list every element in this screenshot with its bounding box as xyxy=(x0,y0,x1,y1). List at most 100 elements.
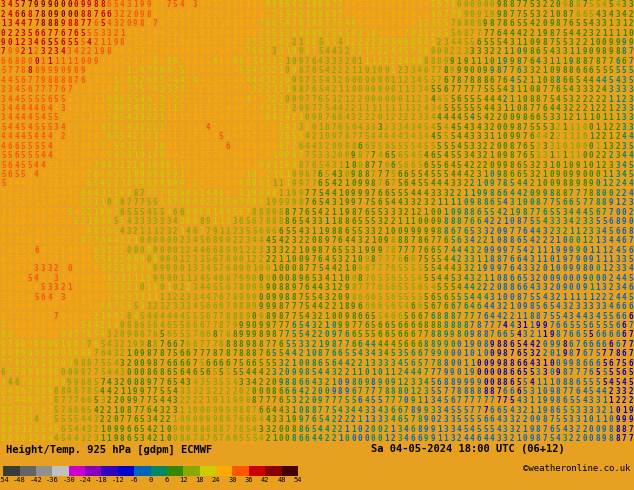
Text: 9: 9 xyxy=(443,330,448,340)
Text: 2: 2 xyxy=(67,227,72,236)
Text: 9: 9 xyxy=(477,189,481,198)
Text: 2: 2 xyxy=(576,434,580,443)
Text: 8: 8 xyxy=(160,349,164,358)
Text: 9: 9 xyxy=(160,48,164,56)
Text: 9: 9 xyxy=(516,114,521,122)
Text: 1: 1 xyxy=(14,38,19,47)
Text: 4: 4 xyxy=(113,151,118,160)
Text: 2: 2 xyxy=(582,104,587,113)
Text: 0: 0 xyxy=(477,359,481,368)
Text: 8: 8 xyxy=(278,283,283,292)
Text: 5: 5 xyxy=(609,312,613,320)
Text: 4: 4 xyxy=(351,236,356,245)
Text: 2: 2 xyxy=(199,85,204,94)
Text: 1: 1 xyxy=(160,123,164,132)
Text: 0: 0 xyxy=(364,85,369,94)
Text: 4: 4 xyxy=(285,349,290,358)
Text: 5: 5 xyxy=(34,123,39,132)
Text: 6: 6 xyxy=(477,38,481,47)
Text: 3: 3 xyxy=(331,368,336,377)
Text: 9: 9 xyxy=(318,0,323,9)
Text: 7: 7 xyxy=(556,28,560,38)
Text: 6: 6 xyxy=(569,330,574,340)
Text: 2: 2 xyxy=(81,48,85,56)
Text: 9: 9 xyxy=(556,368,560,377)
Text: 5: 5 xyxy=(21,170,25,179)
Text: 2: 2 xyxy=(41,255,45,264)
Text: 3: 3 xyxy=(205,85,210,94)
Text: 9: 9 xyxy=(292,179,296,189)
Text: 0: 0 xyxy=(311,123,316,132)
Text: 3: 3 xyxy=(470,132,474,141)
Text: 4: 4 xyxy=(179,0,184,9)
Text: 6: 6 xyxy=(364,142,369,151)
Text: 4: 4 xyxy=(331,170,336,179)
Text: 0: 0 xyxy=(252,151,257,160)
Text: 4: 4 xyxy=(338,38,342,47)
Text: 1: 1 xyxy=(602,28,607,38)
Text: 2: 2 xyxy=(549,227,553,236)
Text: 5: 5 xyxy=(205,57,210,66)
Text: 2: 2 xyxy=(74,217,78,226)
Text: 0: 0 xyxy=(133,255,138,264)
Bar xyxy=(118,466,134,476)
Text: 3: 3 xyxy=(292,123,296,132)
Text: 5: 5 xyxy=(311,293,316,302)
Text: 3: 3 xyxy=(522,265,527,273)
Text: 5: 5 xyxy=(424,302,429,311)
Text: 8: 8 xyxy=(239,406,243,415)
Text: 1: 1 xyxy=(93,95,98,103)
Text: 6: 6 xyxy=(364,312,369,320)
Text: -54: -54 xyxy=(0,477,10,483)
Text: 8: 8 xyxy=(510,151,514,160)
Text: 2: 2 xyxy=(325,434,329,443)
Text: 8: 8 xyxy=(443,66,448,75)
Text: 2: 2 xyxy=(205,10,210,19)
Text: 3: 3 xyxy=(252,85,257,94)
Text: 2: 2 xyxy=(344,255,349,264)
Text: 2: 2 xyxy=(417,104,422,113)
Text: 9: 9 xyxy=(292,368,296,377)
Text: 7: 7 xyxy=(100,57,105,66)
Text: 4: 4 xyxy=(510,189,514,198)
Text: 7: 7 xyxy=(47,312,52,320)
Text: 7: 7 xyxy=(232,48,236,56)
Text: 9: 9 xyxy=(325,340,329,349)
Text: 9: 9 xyxy=(470,330,474,340)
Text: 1: 1 xyxy=(503,104,508,113)
Text: 6: 6 xyxy=(60,85,65,94)
Text: 2: 2 xyxy=(239,236,243,245)
Text: 0: 0 xyxy=(325,330,329,340)
Text: 5: 5 xyxy=(582,321,587,330)
Text: 6: 6 xyxy=(364,10,369,19)
Text: 8: 8 xyxy=(93,0,98,9)
Text: 9: 9 xyxy=(41,75,45,85)
Text: 7: 7 xyxy=(27,387,32,396)
Text: 3: 3 xyxy=(199,265,204,273)
Text: 7: 7 xyxy=(456,85,462,94)
Text: 5: 5 xyxy=(602,66,607,75)
Text: 0: 0 xyxy=(139,283,145,292)
Text: 3: 3 xyxy=(193,387,197,396)
Text: 6: 6 xyxy=(410,330,415,340)
Text: 5: 5 xyxy=(265,359,270,368)
Text: 4: 4 xyxy=(1,132,6,141)
Text: 8: 8 xyxy=(331,227,336,236)
Text: 6: 6 xyxy=(569,340,574,349)
Text: 3: 3 xyxy=(153,217,157,226)
Text: 8: 8 xyxy=(496,340,501,349)
Text: 0: 0 xyxy=(496,227,501,236)
Text: 4: 4 xyxy=(424,189,429,198)
Text: 6: 6 xyxy=(226,123,230,132)
Text: 3: 3 xyxy=(410,378,415,387)
Text: 5: 5 xyxy=(21,283,25,292)
Text: 9: 9 xyxy=(67,66,72,75)
Text: 6: 6 xyxy=(193,217,197,226)
Text: 2: 2 xyxy=(305,387,309,396)
Text: 6: 6 xyxy=(67,406,72,415)
Text: 8: 8 xyxy=(133,321,138,330)
Text: 0: 0 xyxy=(483,245,488,254)
Text: 8: 8 xyxy=(503,10,508,19)
Text: 4: 4 xyxy=(615,236,620,245)
Text: 7: 7 xyxy=(305,198,309,207)
